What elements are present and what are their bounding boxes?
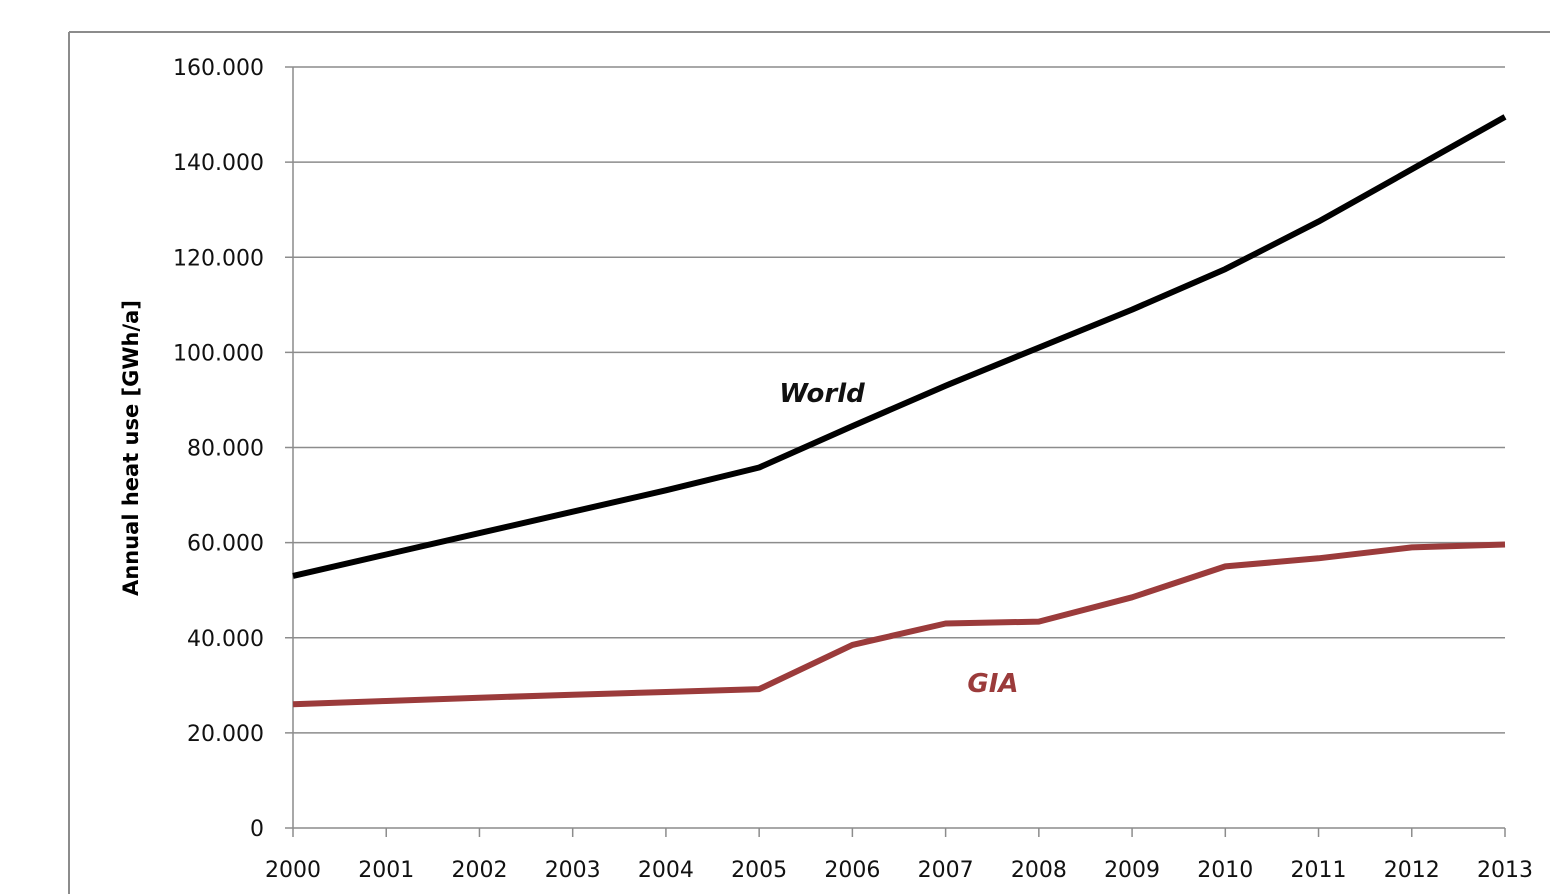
y-tick-label: 40.000: [187, 627, 264, 652]
y-tick-label: 20.000: [187, 722, 264, 747]
x-tick-label: 2007: [918, 858, 974, 883]
y-tick-label: 140.000: [173, 151, 264, 176]
series-line-gia: [292, 541, 1506, 708]
x-tick-label: 2009: [1104, 858, 1160, 883]
x-tick-label: 2006: [824, 858, 880, 883]
series-line-world: [292, 114, 1507, 579]
gridlines: [293, 66, 1505, 734]
y-tick-label: 80.000: [187, 437, 264, 462]
x-tick-label: 2010: [1197, 858, 1253, 883]
x-tick-label: 2004: [638, 858, 694, 883]
series-lines: [292, 114, 1507, 708]
x-tick-label: 2003: [545, 858, 601, 883]
x-tick-label: 2013: [1477, 858, 1533, 883]
series-label-world: World: [779, 379, 865, 409]
y-tick-label: 160.000: [173, 56, 264, 81]
x-tick-label: 2005: [731, 858, 787, 883]
y-tick-labels: 0 20.000 40.000 60.000 80.000 100.000 120.000 1…: [173, 56, 264, 842]
x-tick-label: 2000: [265, 858, 321, 883]
series-label-gia: GIA: [967, 669, 1018, 699]
x-tick-label: 2008: [1011, 858, 1067, 883]
y-tick-label: 100.000: [173, 341, 264, 366]
x-tick-label: 2002: [451, 858, 507, 883]
y-axis-title: Annual heat use [GWh/a]: [119, 300, 143, 596]
y-tick-label: 60.000: [187, 532, 264, 557]
x-tick-label: 2001: [358, 858, 414, 883]
axes: [285, 66, 1506, 837]
x-tick-label: 2012: [1384, 858, 1440, 883]
y-tick-label: 120.000: [173, 246, 264, 271]
y-tick-label: 0: [250, 817, 264, 842]
x-tick-labels: 2000 2001 2002 2003 2004 2005 2006 2007 2008 2009…: [265, 858, 1533, 883]
x-tick-label: 2011: [1291, 858, 1347, 883]
